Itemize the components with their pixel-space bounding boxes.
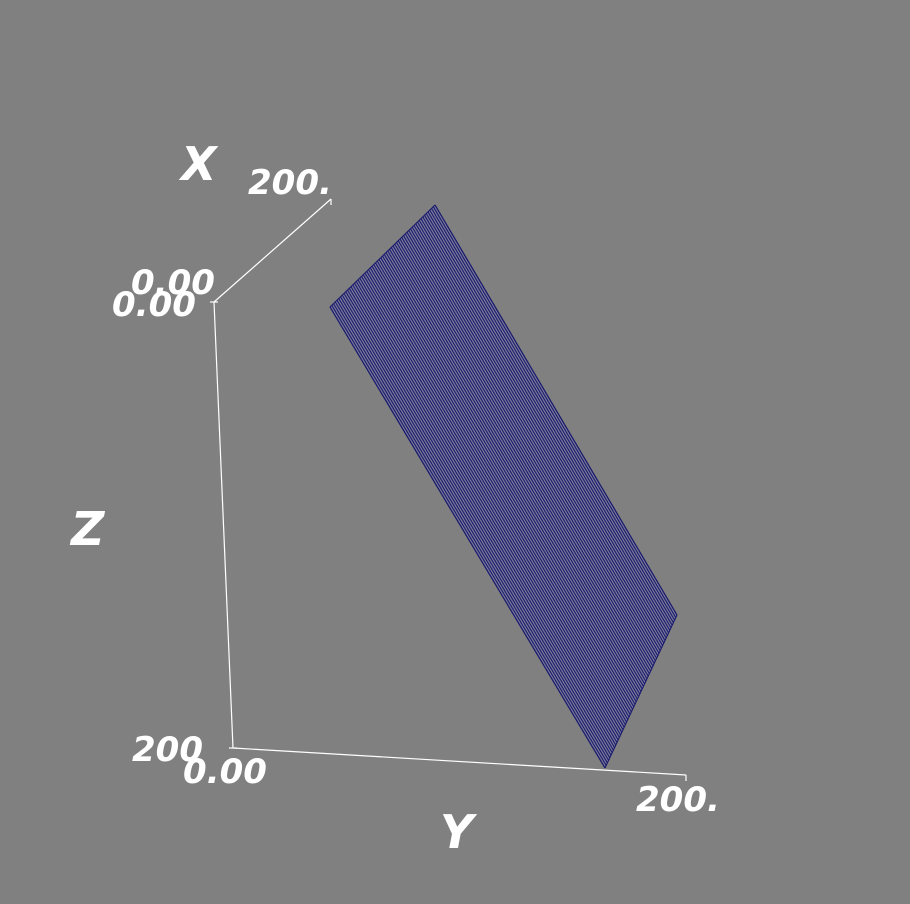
surface-mesh-line — [397, 240, 653, 669]
surface-mesh-line — [333, 303, 608, 764]
surface-mesh-line — [411, 226, 662, 649]
surface-mesh-line — [371, 265, 635, 708]
surface-mesh-line — [390, 247, 648, 680]
surface-mesh-line — [385, 252, 644, 687]
x-axis-min-label: 0.00 — [131, 263, 215, 303]
surface-mesh-line — [361, 276, 628, 723]
surface-mesh-line — [415, 223, 665, 644]
surface-mesh-line — [399, 238, 654, 667]
surface-mesh-line — [343, 293, 616, 748]
surface-mesh-line — [373, 264, 636, 705]
surface-mesh-line — [364, 272, 630, 718]
surface-mesh-line — [366, 271, 631, 715]
surface-wireframe — [329, 204, 678, 769]
surface-mesh-line — [350, 286, 620, 738]
surface-mesh-line — [413, 225, 664, 646]
surface-mesh-line — [396, 242, 652, 672]
surface-mesh-line — [352, 284, 622, 736]
surface-mesh-line — [331, 305, 607, 766]
surface-mesh-line — [369, 267, 634, 710]
surface-mesh-line — [329, 306, 606, 769]
z-axis-title: Z — [69, 502, 106, 556]
surface-mesh-line — [432, 206, 677, 618]
surface-mesh-line — [422, 216, 670, 634]
surface-mesh-line — [387, 250, 646, 685]
surface-mesh-line — [345, 291, 617, 746]
surface-mesh-line — [355, 281, 624, 731]
surface-mesh-line — [382, 255, 642, 692]
surface-mesh-line — [406, 231, 659, 657]
surface-mesh-line — [375, 262, 637, 702]
y-axis-max-label: 200. — [636, 780, 720, 820]
surface-mesh-line — [429, 209, 674, 623]
surface-mesh-line — [383, 254, 643, 690]
surface-mesh-line — [408, 230, 660, 654]
surface-mesh-line — [392, 245, 649, 677]
surface-mesh-line — [338, 298, 612, 756]
z-axis-max-label: 200 — [132, 730, 203, 770]
surface-mesh-line — [362, 274, 629, 720]
surface-mesh-line — [420, 218, 668, 636]
surface-mesh-line — [380, 257, 641, 695]
surface-mesh-line — [376, 260, 638, 700]
surface-mesh-line — [341, 294, 614, 751]
surface-mesh-line — [418, 220, 667, 639]
surface-mesh-line — [340, 296, 613, 753]
surface-mesh-line — [410, 228, 661, 651]
x-axis-title: X — [178, 137, 219, 191]
surface-mesh-line — [336, 299, 611, 759]
surface-mesh-line — [401, 237, 655, 664]
surface-mesh-line — [434, 204, 678, 616]
surface-mesh-line — [431, 208, 676, 621]
surface-mesh-line — [347, 289, 618, 743]
surface-mesh-line — [425, 213, 672, 629]
surface-mesh-line — [403, 235, 656, 662]
z-axis-line — [213, 301, 234, 749]
surface-mesh-line — [378, 259, 640, 697]
surface-mesh-line — [368, 269, 632, 713]
surface-mesh-line — [359, 277, 626, 725]
x-axis-line — [213, 198, 332, 303]
y-axis-min-label: 0.00 — [183, 752, 267, 792]
surface-mesh-line — [394, 243, 650, 674]
surface-mesh-line — [334, 301, 610, 761]
surface-mesh-line — [389, 248, 647, 682]
surface-mesh-line — [417, 221, 666, 641]
z-axis-min-label: 0.00 — [112, 285, 196, 325]
surface-mesh-line — [354, 282, 623, 733]
surface-mesh-line — [348, 288, 619, 741]
x-axis-max-label: 200. — [248, 163, 332, 203]
y-axis-title: Y — [440, 805, 478, 859]
surface-mesh-line — [357, 279, 625, 728]
y-axis-line — [232, 747, 687, 776]
surface-mesh-line — [424, 214, 671, 631]
surface-mesh-line — [404, 233, 658, 659]
surface-mesh-line — [427, 211, 673, 626]
